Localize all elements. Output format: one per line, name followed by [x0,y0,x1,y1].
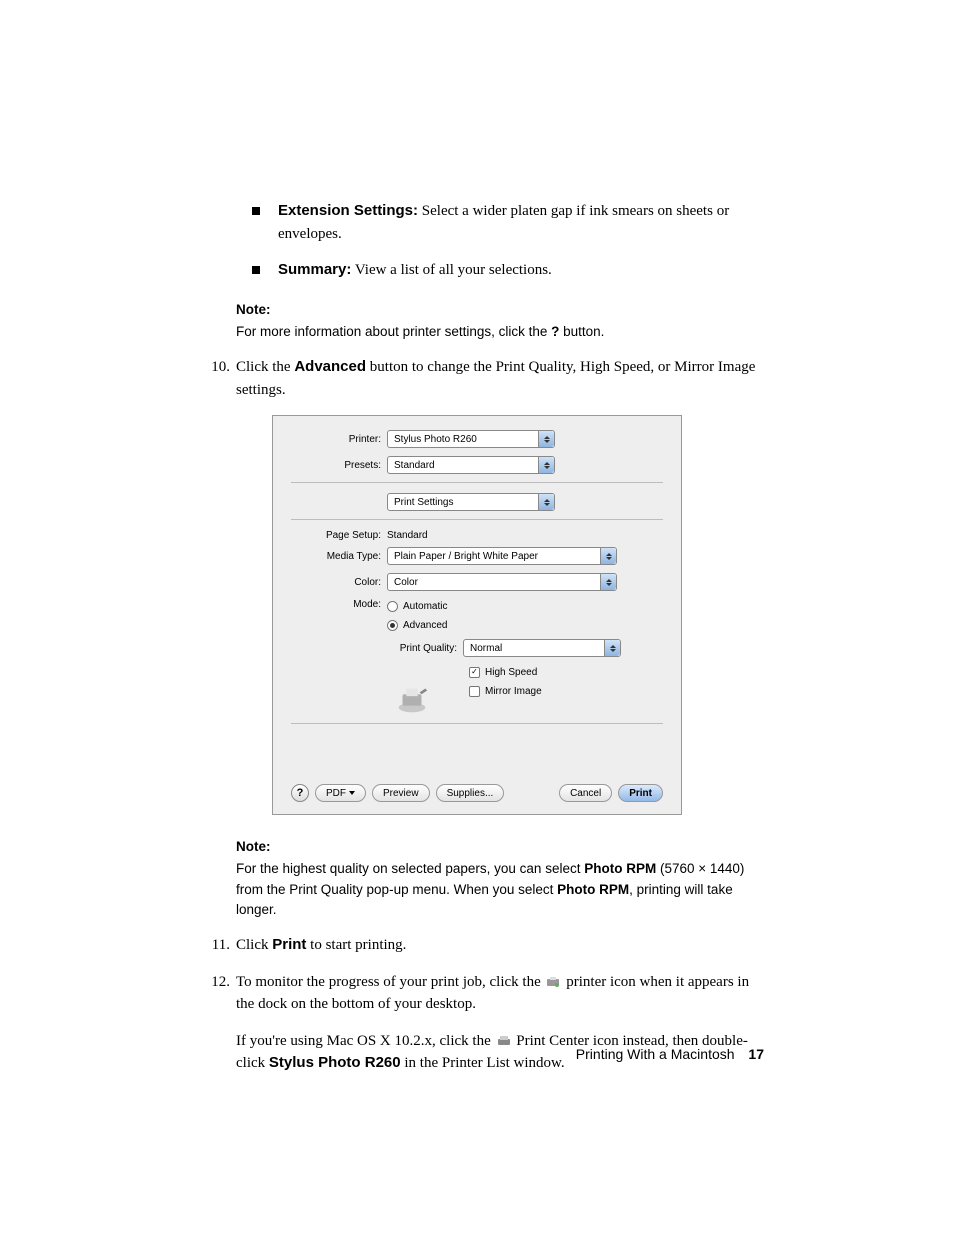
high-speed-checkbox[interactable]: ✓High Speed [469,665,663,679]
note-label: Note: [236,300,765,320]
print-button[interactable]: Print [618,784,663,802]
dock-printer-icon [546,976,560,988]
bullet-label: Extension Settings: [278,202,418,219]
bullet-body: View a list of all your selections. [351,262,551,278]
section-popup[interactable]: Print Settings [387,493,555,511]
step-number: 12. [210,971,236,1089]
label-printer: Printer: [291,434,387,445]
step-number: 10. [210,356,236,401]
bullet-item: Summary: View a list of all your selecti… [252,259,765,282]
bullet-icon [252,266,260,274]
cancel-button[interactable]: Cancel [559,784,612,802]
color-popup[interactable]: Color [387,573,617,591]
note-label: Note: [236,837,765,857]
step-number: 11. [210,934,236,957]
mirror-image-checkbox[interactable]: Mirror Image [469,684,663,698]
label-page-setup: Page Setup: [291,530,387,541]
popup-arrows-icon [538,457,554,473]
label-color: Color: [291,577,387,588]
bullet-item: Extension Settings: Select a wider plate… [252,200,765,245]
step-11: 11. Click Print to start printing. [210,934,765,957]
divider [291,519,663,520]
note-block: Note: For more information about printer… [236,300,765,343]
printer-icon [393,684,431,714]
bullet-label: Summary: [278,261,351,278]
supplies-button[interactable]: Supplies... [436,784,505,802]
popup-arrows-icon [538,494,554,510]
label-presets: Presets: [291,460,387,471]
value-page-setup: Standard [387,530,428,541]
bullet-list: Extension Settings: Select a wider plate… [252,200,765,282]
footer-title: Printing With a Macintosh [576,1046,735,1062]
page-footer: Printing With a Macintosh 17 [576,1046,764,1062]
step-12: 12. To monitor the progress of your prin… [210,971,765,1089]
help-button[interactable]: ? [291,784,309,802]
label-mode: Mode: [291,599,387,610]
print-dialog: Printer: Stylus Photo R260 Presets: Stan… [272,415,682,815]
chevron-down-icon [349,791,355,795]
media-type-popup[interactable]: Plain Paper / Bright White Paper [387,547,617,565]
presets-popup[interactable]: Standard [387,456,555,474]
popup-arrows-icon [600,574,616,590]
printer-popup[interactable]: Stylus Photo R260 [387,430,555,448]
step-body: Click the Advanced button to change the … [236,356,765,401]
divider [291,482,663,483]
note-text: For more information about printer setti… [236,322,765,342]
bullet-icon [252,207,260,215]
preview-button[interactable]: Preview [372,784,430,802]
pdf-button[interactable]: PDF [315,784,366,802]
divider [291,723,663,724]
mode-automatic-radio[interactable]: Automatic [387,599,447,613]
step-10: 10. Click the Advanced button to change … [210,356,765,401]
mode-advanced-radio[interactable]: Advanced [387,618,447,632]
popup-arrows-icon [538,431,554,447]
print-quality-popup[interactable]: Normal [463,639,621,657]
popup-arrows-icon [604,640,620,656]
label-media-type: Media Type: [291,551,387,562]
print-center-icon [497,1035,511,1047]
label-print-quality: Print Quality: [291,643,463,654]
note-block: Note: For the highest quality on selecte… [236,837,765,920]
note-text: For the highest quality on selected pape… [236,859,765,920]
popup-arrows-icon [600,548,616,564]
page-number: 17 [748,1046,764,1062]
